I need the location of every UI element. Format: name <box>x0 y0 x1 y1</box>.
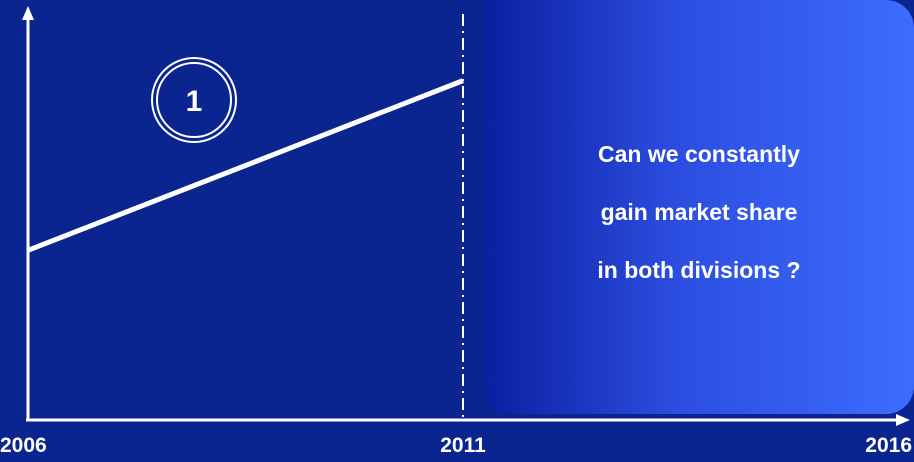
badge-inner-ring <box>156 62 232 138</box>
callout-line-1: Can we constantly <box>598 141 800 167</box>
x-tick-label-2016: 2016 <box>865 434 912 457</box>
badge-number: 1 <box>151 57 237 143</box>
x-tick-label-2011: 2011 <box>440 434 486 457</box>
y-axis-arrowhead <box>22 6 34 20</box>
tick-labels: 2006 2011 2016 <box>0 434 912 457</box>
badge-label: 1 <box>186 85 203 118</box>
x-tick-label-2006: 2006 <box>0 434 47 457</box>
callout-box: Can we constantly gain market share in b… <box>484 0 914 414</box>
badge-outer-ring <box>151 57 237 143</box>
callout-line-3: in both divisions ? <box>597 257 801 283</box>
chart-axes <box>22 6 910 426</box>
x-axis-arrowhead <box>896 414 910 426</box>
callout-line-2: gain market share <box>600 199 798 225</box>
series-layer <box>27 78 464 253</box>
series-line-1 <box>27 78 464 253</box>
